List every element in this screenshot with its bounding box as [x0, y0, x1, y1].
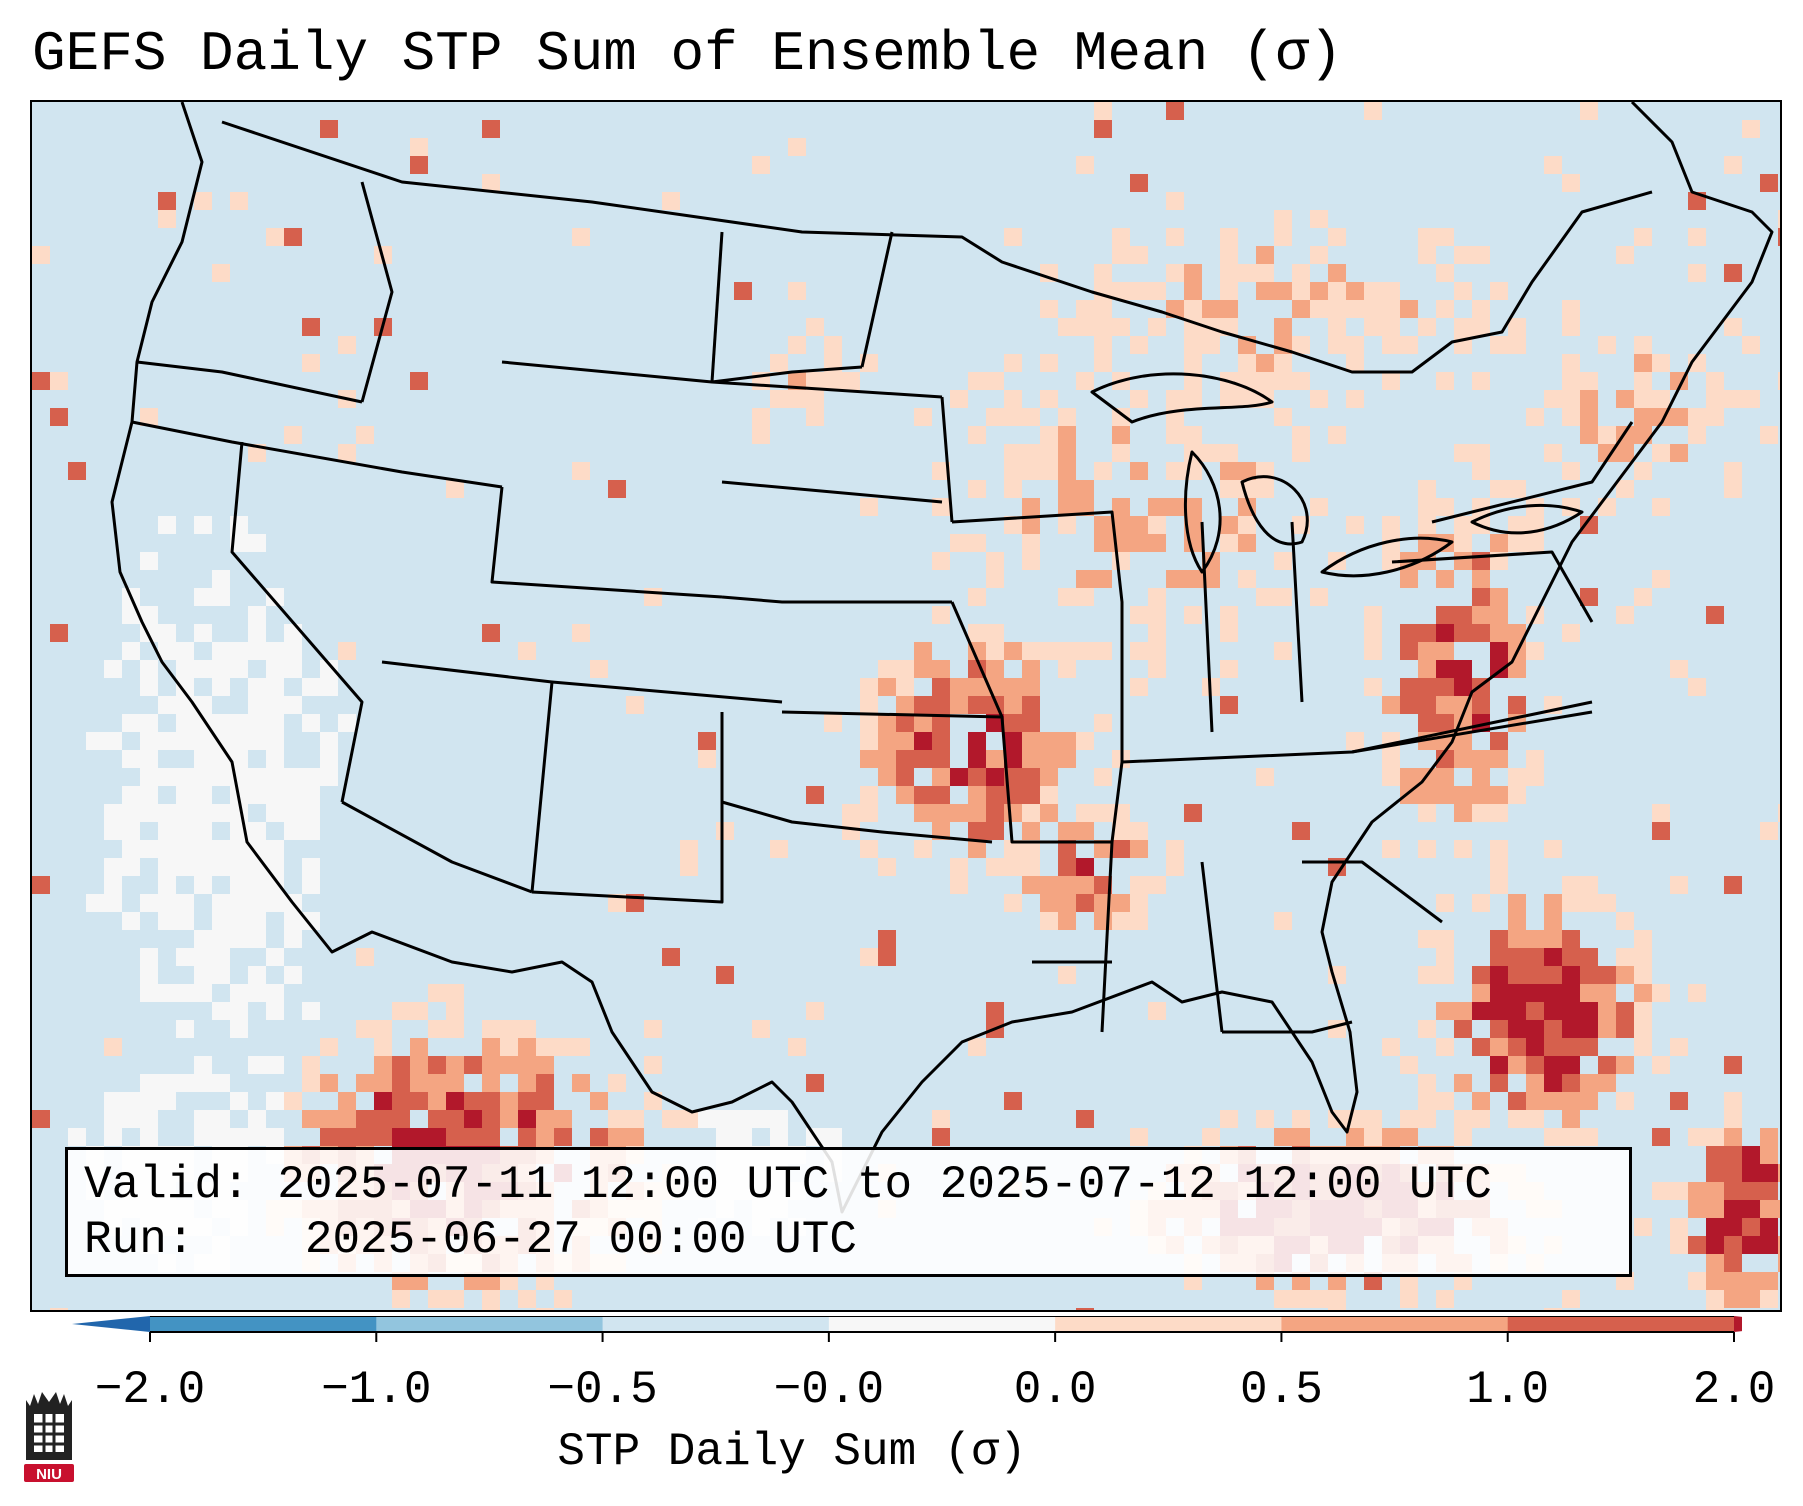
anomaly-grid — [32, 102, 1780, 1310]
border-wa-or — [136, 360, 363, 404]
run-value: 2025-06-27 00:00 UTC — [304, 1214, 857, 1266]
colorbar — [72, 1316, 1742, 1342]
border-ks-ok — [781, 710, 1003, 719]
colorbar-tick-label: 2.0 — [1692, 1364, 1776, 1416]
border-nm-tx — [531, 712, 724, 904]
border-nc-va — [1351, 710, 1593, 754]
great-lakes — [1090, 372, 1584, 578]
border-ut-az — [381, 660, 554, 893]
border-ne-ks — [721, 595, 952, 604]
border-ga-fl — [1222, 1020, 1353, 1034]
colorbar-tick-label: −0.0 — [773, 1364, 885, 1416]
border-oh-in — [1200, 521, 1304, 733]
colorbar-tick-label: 0.5 — [1240, 1364, 1323, 1416]
border-ok-tx — [721, 800, 993, 844]
border-dakotas — [710, 231, 724, 383]
us-outline — [110, 102, 1774, 1214]
border-ar-la — [1012, 840, 1112, 964]
colorbar-segment-4 — [1055, 1316, 1282, 1332]
colorbar-segment-0 — [150, 1316, 377, 1332]
valid-value: 2025-07-11 12:00 UTC to 2025-07-12 12:00… — [277, 1159, 1492, 1211]
border-mn — [860, 231, 954, 523]
colorbar-tick-label: 1.0 — [1466, 1364, 1550, 1416]
border-or-ca-nv — [131, 420, 503, 489]
border-sd-ne — [721, 480, 943, 504]
border-ia-il — [951, 510, 1124, 762]
border-nd-sd — [711, 380, 943, 399]
border-co-nm — [551, 680, 783, 704]
canada-border — [221, 120, 1653, 374]
border-ny — [1431, 421, 1634, 524]
border-id-mt — [360, 181, 394, 403]
colorbar-segment-3 — [828, 1316, 1056, 1332]
colorbar-segments — [150, 1316, 1735, 1332]
colorbar-tick-label: 0.0 — [1013, 1364, 1097, 1416]
niu-logo-text: NIU — [36, 1466, 62, 1483]
colorbar-tick-label: −2.0 — [94, 1364, 206, 1416]
info-box: Valid: 2025-07-11 12:00 UTC to 2025-07-1… — [65, 1147, 1632, 1277]
border-ga-sc — [1302, 860, 1443, 924]
border-nv-ca — [230, 441, 364, 803]
run-row: Run: 2025-06-27 00:00 UTC — [84, 1213, 1629, 1268]
colorbar-segment-6 — [1507, 1316, 1735, 1332]
border-mt-wy — [501, 360, 863, 384]
colorbar-segment-5 — [1281, 1316, 1509, 1332]
colorbar-tick-label: −1.0 — [321, 1364, 432, 1416]
colorbar-extend-over — [1734, 1316, 1742, 1332]
valid-row: Valid: 2025-07-11 12:00 UTC to 2025-07-1… — [84, 1158, 1629, 1213]
niu-logo: NIU — [24, 1392, 74, 1483]
valid-label: Valid: — [84, 1159, 250, 1211]
colorbar-ticks — [149, 1332, 1735, 1342]
border-ms-al — [1100, 841, 1224, 1033]
colorbar-tick-label: −0.5 — [547, 1364, 658, 1416]
colorbar-segment-1 — [376, 1316, 604, 1332]
map-panel[interactable] — [30, 100, 1782, 1312]
border-az-mex — [341, 800, 533, 894]
border-wy-co — [490, 486, 723, 599]
colorbar-segment-2 — [602, 1316, 830, 1332]
border-pa — [1391, 550, 1594, 623]
map-svg — [32, 102, 1780, 1310]
colorbar-extend-under — [72, 1316, 150, 1332]
colorbar-label: STP Daily Sum (σ) — [557, 1426, 1027, 1478]
state-borders — [110, 102, 1774, 1214]
run-label: Run: — [84, 1214, 195, 1266]
map-title: GEFS Daily STP Sum of Ensemble Mean (σ) — [32, 22, 1343, 86]
